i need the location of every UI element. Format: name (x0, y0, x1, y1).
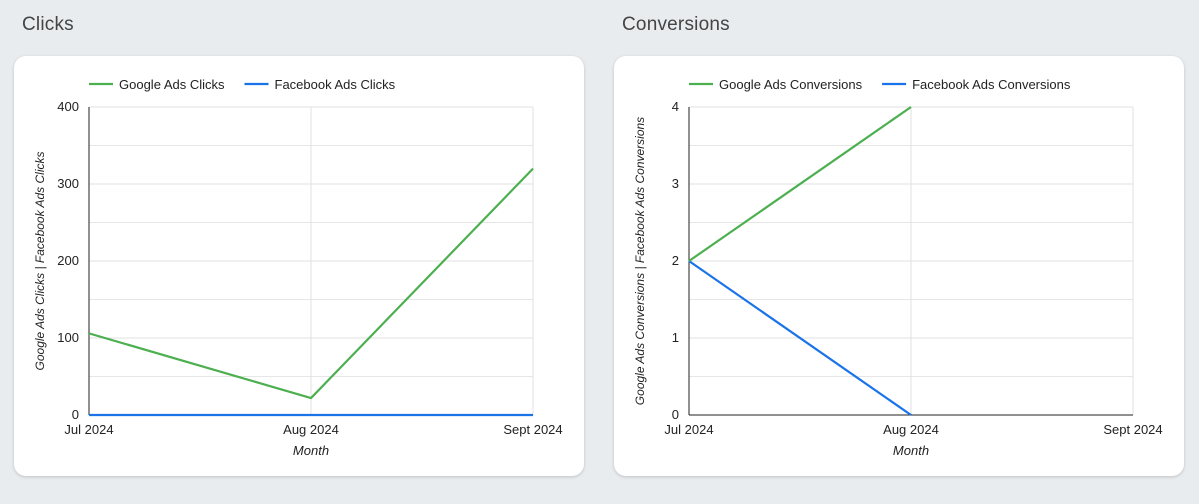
clicks-section-title: Clicks (22, 14, 74, 35)
y-tick-label: 300 (57, 176, 79, 191)
series-line-facebook (688, 260, 912, 416)
x-tick-label: Sept 2024 (503, 422, 562, 437)
clicks-line-chart: 0 100 200 300 400 Jul 2024 Aug 2024 Sept 2024 Mo… (33, 77, 563, 458)
x-axis-title: Month (893, 443, 929, 458)
legend-label: Google Ads Clicks (119, 77, 225, 92)
y-tick-label: 4 (672, 99, 679, 114)
y-axis-title: Google Ads Conversions | Facebook Ads Co… (633, 117, 647, 405)
y-tick-label: 0 (672, 407, 679, 422)
legend-label: Facebook Ads Clicks (275, 77, 396, 92)
y-tick-label: 1 (672, 330, 679, 345)
series-line-google (688, 106, 912, 262)
x-tick-label: Aug 2024 (283, 422, 339, 437)
conversions-section-title: Conversions (622, 14, 730, 35)
y-tick-label: 0 (72, 407, 79, 422)
x-tick-label: Jul 2024 (64, 422, 113, 437)
legend-label: Google Ads Conversions (719, 77, 863, 92)
x-tick-label: Aug 2024 (883, 422, 939, 437)
clicks-chart-card: 0 100 200 300 400 Jul 2024 Aug 2024 Sept 2024 Mo… (14, 56, 584, 476)
conversions-chart-card: 0 1 2 3 4 Jul 2024 Aug 2024 Sept 2024 Month Googl… (614, 56, 1184, 476)
series-line-google (88, 167, 534, 400)
y-tick-label: 100 (57, 330, 79, 345)
x-tick-label: Sept 2024 (1103, 422, 1162, 437)
y-axis-title: Google Ads Clicks | Facebook Ads Clicks (33, 152, 47, 371)
x-axis-title: Month (293, 443, 329, 458)
conversions-line-chart: 0 1 2 3 4 Jul 2024 Aug 2024 Sept 2024 Month Googl… (633, 77, 1163, 458)
y-tick-label: 200 (57, 253, 79, 268)
y-tick-label: 3 (672, 176, 679, 191)
x-tick-label: Jul 2024 (664, 422, 713, 437)
y-tick-label: 2 (672, 253, 679, 268)
legend-label: Facebook Ads Conversions (912, 77, 1071, 92)
y-tick-label: 400 (57, 99, 79, 114)
